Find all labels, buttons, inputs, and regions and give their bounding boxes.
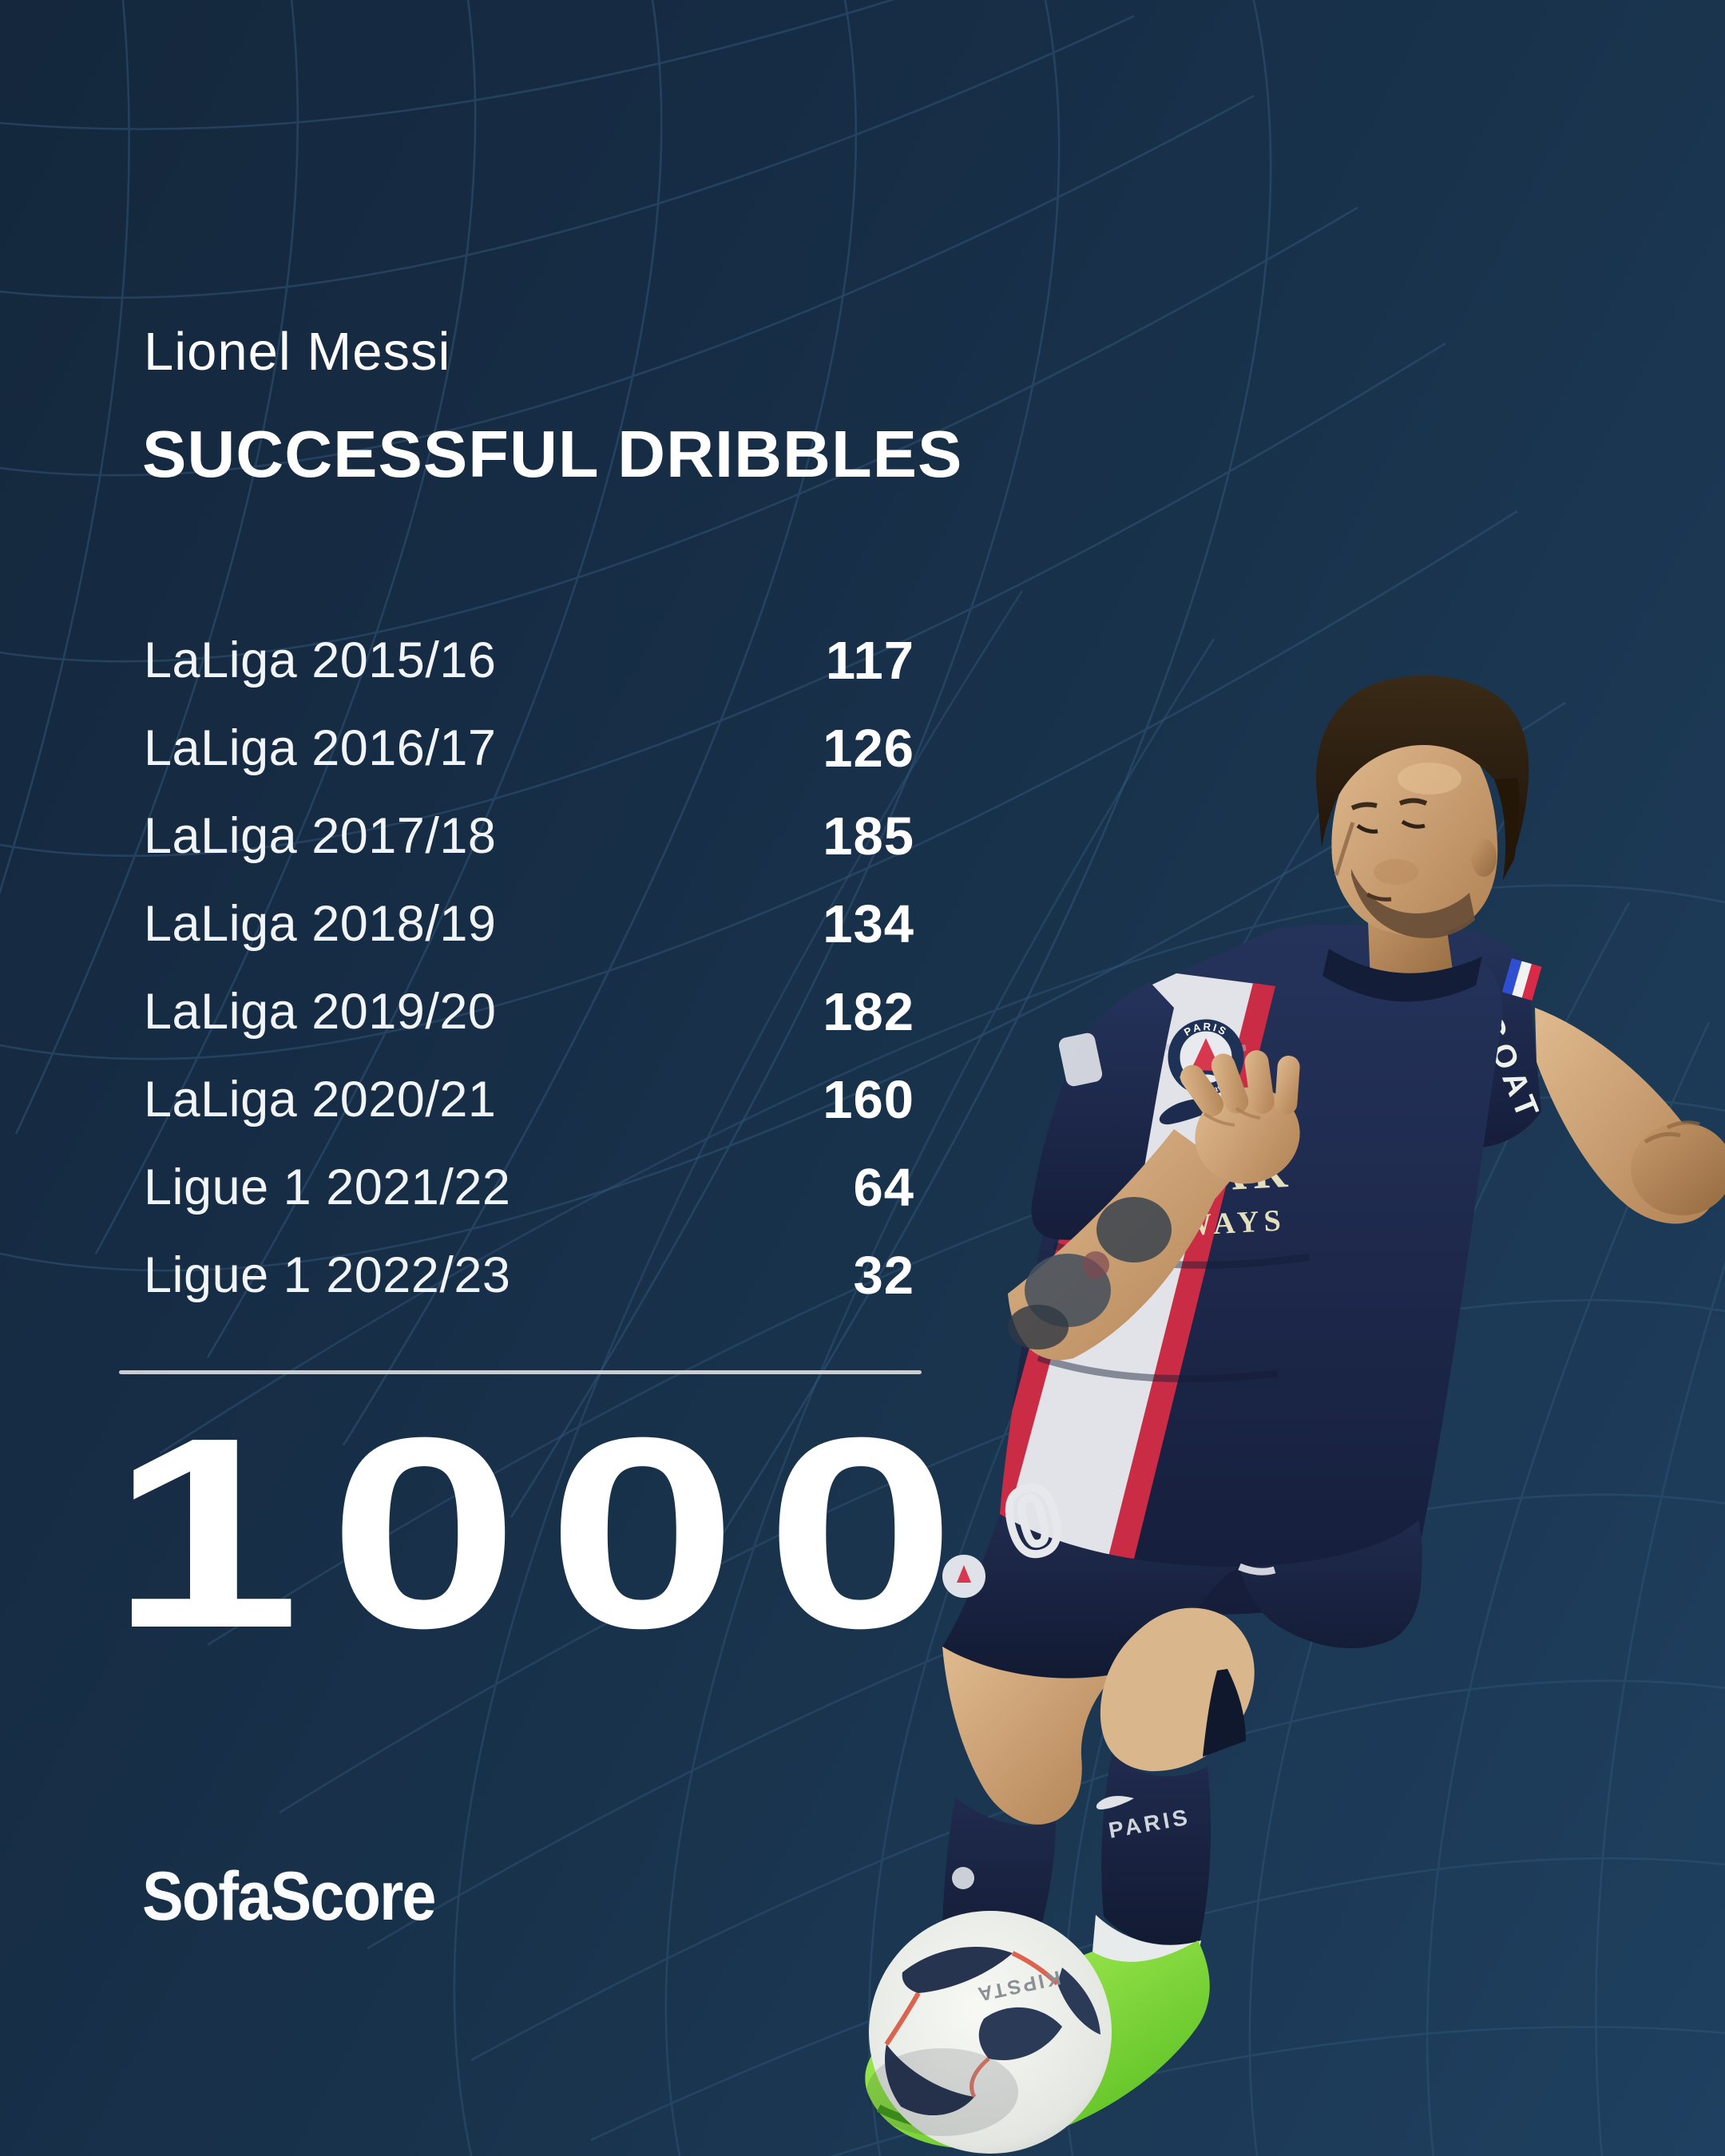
divider-line bbox=[119, 1370, 922, 1374]
soccer-ball: KIPSTA bbox=[866, 1911, 1112, 2154]
player-head bbox=[1316, 675, 1529, 1002]
stat-label: LaLiga 2017/18 bbox=[144, 807, 497, 864]
player-right-arm bbox=[1008, 982, 1300, 1361]
stat-row: LaLiga 2015/16 117 bbox=[144, 616, 914, 704]
stat-value: 185 bbox=[823, 806, 914, 866]
stat-row: LaLiga 2017/18 185 bbox=[144, 792, 914, 880]
stat-label: LaLiga 2020/21 bbox=[144, 1071, 497, 1128]
stat-value: 117 bbox=[825, 630, 914, 691]
france-flag-armband bbox=[1501, 958, 1542, 1001]
stat-value: 126 bbox=[823, 718, 914, 779]
player-name: Lionel Messi bbox=[144, 322, 451, 382]
stat-row: LaLiga 2020/21 160 bbox=[144, 1056, 914, 1143]
stat-value: 32 bbox=[853, 1245, 914, 1306]
stat-label: LaLiga 2019/20 bbox=[144, 983, 497, 1040]
stat-row: Ligue 1 2021/22 64 bbox=[144, 1143, 914, 1231]
svg-text:PARIS: PARIS bbox=[1182, 1021, 1230, 1039]
crest-paris-text: PARIS bbox=[1182, 1021, 1227, 1039]
stat-label: LaLiga 2015/16 bbox=[144, 632, 497, 688]
player-photo-illustration: GOAT PARIS bbox=[865, 675, 1725, 2154]
stats-list: LaLiga 2015/16 117 LaLiga 2016/17 126 La… bbox=[144, 616, 914, 1319]
player-left-leg: PARIS bbox=[1092, 1607, 1255, 1979]
stat-row: LaLiga 2018/19 134 bbox=[144, 880, 914, 968]
sofascore-wordmark: SofaScore bbox=[142, 1858, 436, 1935]
stat-label: LaLiga 2016/17 bbox=[144, 719, 497, 776]
stat-value: 182 bbox=[823, 981, 914, 1042]
stat-value: 134 bbox=[823, 894, 914, 954]
stat-label: Ligue 1 2021/22 bbox=[144, 1159, 511, 1215]
total-dribbles-value: 1000 bbox=[110, 1381, 985, 1685]
stat-row: LaLiga 2019/20 182 bbox=[144, 968, 914, 1056]
stat-row: LaLiga 2016/17 126 bbox=[144, 704, 914, 792]
stat-value: 160 bbox=[823, 1069, 914, 1130]
stat-label: Ligue 1 2022/23 bbox=[144, 1246, 511, 1303]
stat-row: Ligue 1 2022/23 32 bbox=[144, 1231, 914, 1319]
sock-swoosh-icon bbox=[1096, 1796, 1134, 1809]
stat-label: LaLiga 2018/19 bbox=[144, 895, 497, 952]
stat-value: 64 bbox=[853, 1157, 914, 1218]
page-title: SUCCESSFUL DRIBBLES bbox=[142, 417, 963, 491]
